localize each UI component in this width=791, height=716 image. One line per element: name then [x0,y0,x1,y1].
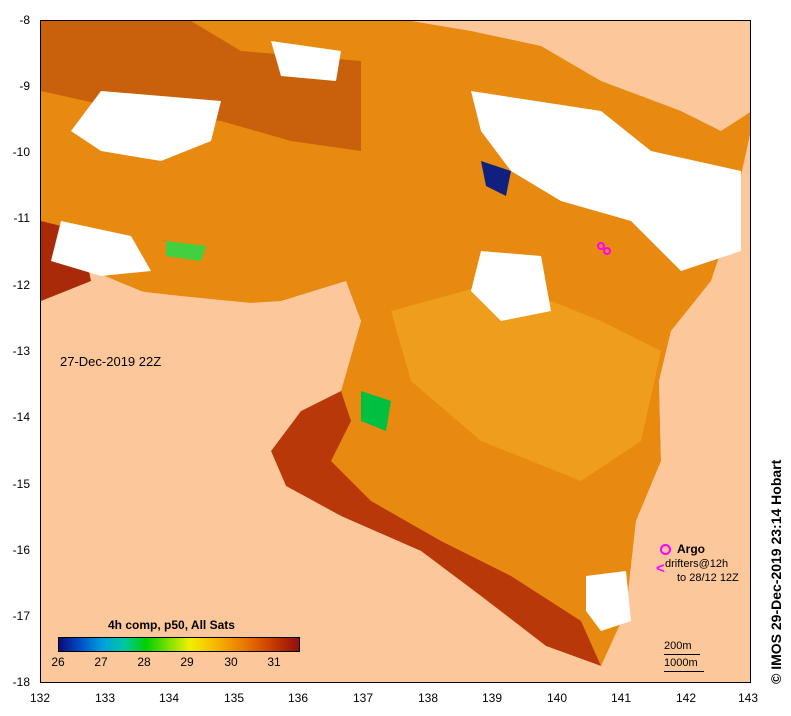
scale-bar-1000m [664,671,704,672]
argo-float-marker [603,247,611,255]
argo-legend-icon [660,544,671,555]
y-tick-label: -10 [12,145,30,159]
x-tick-label: 139 [481,691,503,705]
y-tick-label: -12 [12,278,30,292]
x-tick-label: 137 [352,691,374,705]
cool-patch-west [361,391,391,431]
y-tick-label: -11 [13,211,30,225]
drifter-legend-line1: drifters@12h [665,558,729,570]
cloud-mid [471,251,551,321]
cloud-southeast [586,571,631,631]
x-tick-label: 138 [417,691,439,705]
x-tick-label: 143 [737,691,759,705]
y-tick-label: -17 [12,609,30,623]
colorbar-title: 4h comp, p50, All Sats [108,618,235,632]
cape-york-land [626,135,750,682]
cloud-central-north [271,41,341,81]
scale-label-1000m: 1000m [664,657,698,669]
x-tick-label: 140 [546,691,568,705]
colorbar-label: 31 [267,655,281,669]
drifter-legend-line2: to 28/12 12Z [677,572,739,584]
western-land [41,283,624,682]
y-tick-label: -9 [19,79,30,93]
sst-map-graphic [41,21,750,682]
cool-patch-north [481,161,511,196]
scale-bar-200m [664,654,700,655]
argo-float-marker [597,242,605,250]
colorbar-label: 29 [180,655,194,669]
y-tick-label: -15 [12,477,30,491]
scale-label-200m: 200m [664,640,692,652]
north-land [411,21,750,131]
map-timestamp: 27-Dec-2019 22Z [60,354,162,369]
cloud-west [71,91,221,161]
y-tick-label: -14 [12,410,30,424]
x-tick-label: 134 [158,691,180,705]
x-tick-label: 141 [610,691,632,705]
drifter-legend-icon: < [656,560,665,577]
x-tick-label: 136 [287,691,309,705]
northwest-hot-region [41,21,361,151]
y-tick-label: -16 [12,543,30,557]
cloud-northeast [471,91,741,271]
sst-map[interactable] [40,20,751,683]
y-tick-label: -8 [19,13,30,27]
x-tick-label: 142 [675,691,697,705]
imos-credit: © IMOS 29-Dec-2019 23:14 Hobart [768,459,784,684]
colorbar [58,637,300,652]
colorbar-label: 27 [94,655,108,669]
argo-legend-label: Argo [677,542,705,556]
cloud-west-coast [51,221,151,276]
cool-patch-green-small [166,241,206,261]
y-tick-label: -18 [12,675,30,689]
colorbar-label: 26 [51,655,65,669]
warm-yellow-patch [391,281,661,481]
x-tick-label: 133 [94,691,116,705]
colorbar-label: 30 [224,655,238,669]
coastal-warm-band [271,391,601,666]
x-tick-label: 135 [223,691,245,705]
x-tick-label: 132 [29,691,51,705]
y-tick-label: -13 [12,344,30,358]
colorbar-label: 28 [137,655,151,669]
